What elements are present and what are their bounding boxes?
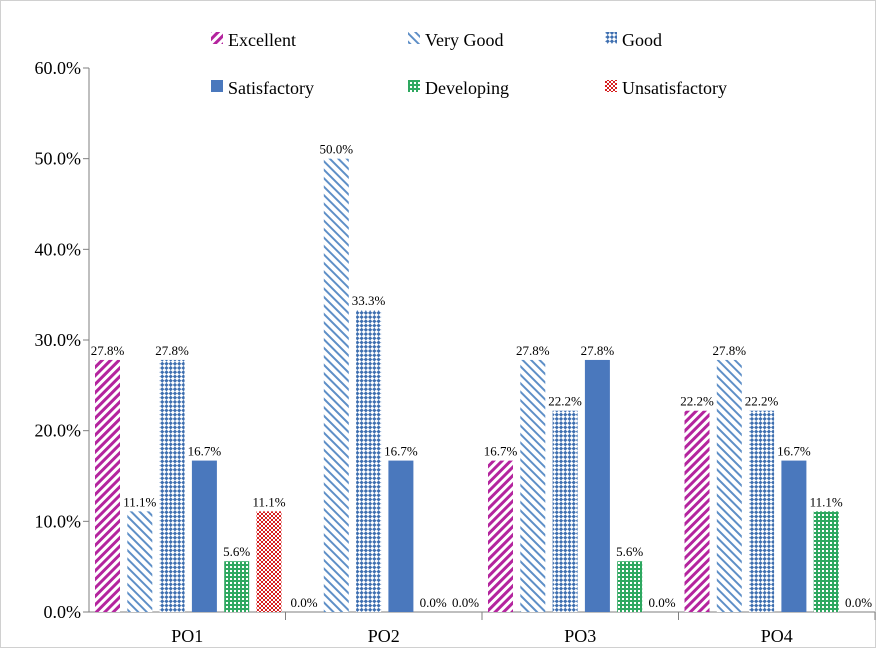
data-label: 27.8% — [713, 343, 747, 358]
data-label: 22.2% — [745, 394, 779, 409]
data-label: 22.2% — [680, 394, 714, 409]
data-label: 11.1% — [123, 494, 156, 509]
bar-very-good — [127, 511, 153, 612]
data-label: 27.8% — [581, 343, 615, 358]
data-label: 27.8% — [516, 343, 550, 358]
legend-label: Excellent — [228, 30, 296, 50]
bar-satisfactory — [388, 460, 414, 612]
y-tick-label: 40.0% — [35, 239, 82, 259]
legend-swatch — [408, 80, 420, 92]
x-category-label: PO3 — [564, 626, 596, 646]
axis-layer: 0.0% 10.0% 20.0% 30.0% 40.0% 50.0% 60.0% PO1 PO2… — [35, 58, 876, 646]
bar-excellent — [684, 410, 710, 612]
bar-good — [749, 410, 775, 612]
data-label: 0.0% — [290, 595, 317, 610]
legend-swatch — [211, 80, 223, 92]
bar-unsatisfactory — [256, 511, 282, 612]
legend-label: Good — [622, 30, 662, 50]
data-label: 0.0% — [420, 595, 447, 610]
data-labels-layer: 27.8% 0.0% 16.7% 22.2% 11.1% 50.0% 27.8% 27.8% 2… — [91, 142, 873, 610]
x-category-label: PO2 — [368, 626, 400, 646]
bar-very-good — [716, 359, 742, 612]
legend-label: Developing — [425, 78, 509, 98]
bar-satisfactory — [191, 460, 217, 612]
data-label: 22.2% — [548, 394, 582, 409]
bar-satisfactory — [584, 359, 610, 612]
bar-developing — [617, 561, 643, 612]
data-label: 5.6% — [616, 544, 643, 559]
x-category-label: PO4 — [761, 626, 793, 646]
y-tick-label: 10.0% — [35, 511, 82, 531]
data-label: 0.0% — [452, 595, 479, 610]
data-label: 0.0% — [648, 595, 675, 610]
data-label: 27.8% — [91, 343, 125, 358]
y-tick-label: 20.0% — [35, 421, 82, 441]
y-tick-label: 50.0% — [35, 149, 82, 169]
legend-swatch — [211, 32, 223, 44]
data-label: 33.3% — [352, 293, 386, 308]
legend-swatch — [605, 32, 617, 44]
data-label: 27.8% — [155, 343, 189, 358]
data-label: 16.7% — [484, 444, 518, 459]
bar-good — [356, 310, 382, 612]
bar-satisfactory — [781, 460, 807, 612]
legend-label: Very Good — [425, 30, 504, 50]
data-label: 16.7% — [777, 444, 811, 459]
y-tick-label: 30.0% — [35, 330, 82, 350]
bar-developing — [813, 511, 839, 612]
bar-developing — [224, 561, 250, 612]
bar-good — [552, 410, 578, 612]
data-label: 16.7% — [384, 444, 418, 459]
legend-label: Satisfactory — [228, 78, 314, 98]
legend-swatch — [408, 32, 420, 44]
y-tick-label: 0.0% — [44, 602, 82, 622]
data-label: 11.1% — [252, 494, 285, 509]
legend-swatch — [605, 80, 617, 92]
bars-layer — [95, 158, 839, 612]
legend: Excellent Very Good Good Satisfactory Develo… — [211, 30, 727, 98]
data-label: 16.7% — [188, 444, 222, 459]
data-label: 5.6% — [223, 544, 250, 559]
bar-very-good — [323, 158, 349, 612]
bar-very-good — [520, 359, 546, 612]
data-label: 0.0% — [845, 595, 872, 610]
bar-excellent — [95, 359, 120, 612]
y-tick-label: 60.0% — [35, 58, 82, 78]
data-label: 11.1% — [810, 494, 843, 509]
bar-excellent — [488, 460, 513, 612]
bar-good — [159, 359, 185, 612]
data-label: 50.0% — [320, 142, 354, 157]
legend-label: Unsatisfactory — [622, 78, 727, 98]
x-category-label: PO1 — [171, 626, 203, 646]
